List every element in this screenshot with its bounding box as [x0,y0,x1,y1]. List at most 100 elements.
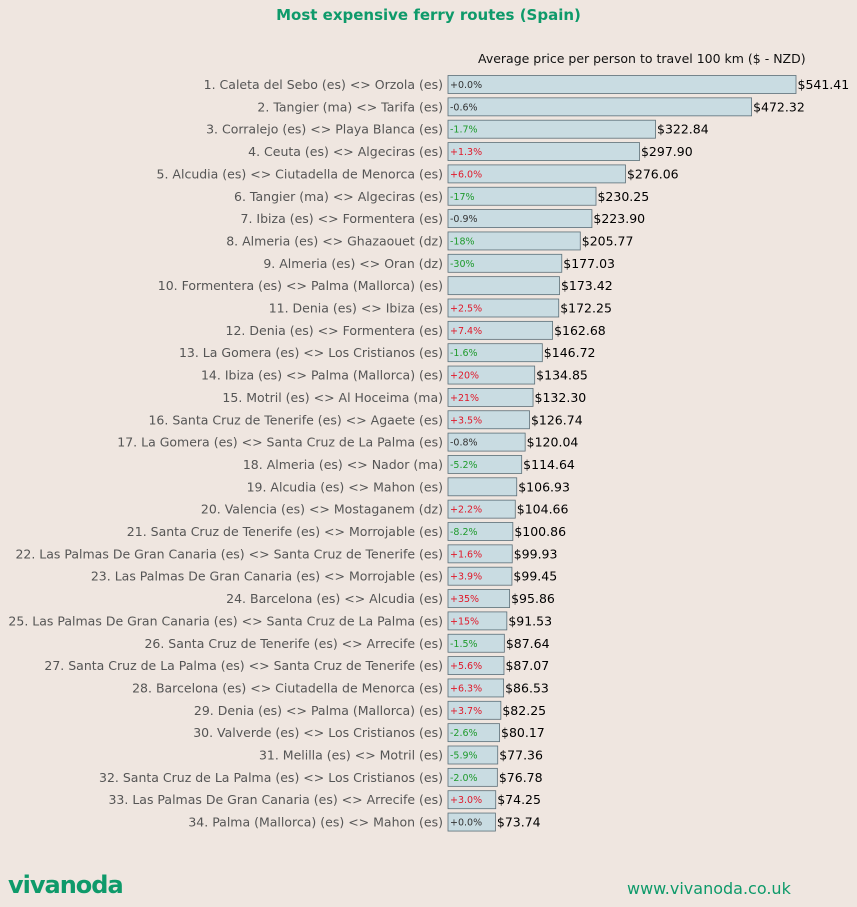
route-label: 19. Alcudia (es) <> Mahon (es) [247,479,443,494]
price-change-label: +21% [450,393,479,404]
route-label: 14. Ibiza (es) <> Palma (Mallorca) (es) [201,368,443,383]
price-change-label: -17% [450,192,475,203]
route-label: 3. Corralejo (es) <> Playa Blanca (es) [206,122,443,137]
price-change-label: -5.9% [450,751,478,762]
vivanoda-logo: vivanoda [8,871,124,899]
price-bar [447,298,560,318]
price-change-label: -2.6% [450,728,478,739]
price-change-label: -0.8% [450,438,478,449]
price-change-label: +2.2% [450,505,482,516]
chart-title: Most expensive ferry routes (Spain) [276,6,581,24]
price-value-label: $322.84 [657,122,709,137]
price-bar [447,343,543,363]
price-bar [447,432,526,452]
route-label: 27. Santa Cruz de La Palma (es) <> Santa… [44,658,443,673]
price-bar [447,410,530,430]
price-value-label: $74.25 [497,792,541,807]
price-bar [447,723,500,743]
price-value-label: $77.36 [499,748,543,763]
price-value-label: $87.07 [505,658,549,673]
price-bar [447,633,505,653]
price-bar [447,678,505,698]
price-change-label: +15% [450,616,479,627]
route-label: 4. Ceuta (es) <> Algeciras (es) [248,144,443,159]
route-label: 34. Palma (Mallorca) (es) <> Mahon (es) [188,815,443,830]
price-bar [447,812,496,832]
price-bar [447,253,563,273]
price-change-label: +20% [450,371,479,382]
price-bar [447,589,511,608]
website-link[interactable]: www.vivanoda.co.uk [627,879,791,898]
price-value-label: $162.68 [554,323,606,338]
price-value-label: $541.41 [798,77,850,92]
price-value-label: $106.93 [518,479,570,494]
price-change-label: -1.7% [450,125,478,136]
route-label: 29. Denia (es) <> Palma (Mallorca) (es) [194,703,443,718]
route-label: 16. Santa Cruz de Tenerife (es) <> Agaet… [148,412,443,427]
price-value-label: $173.42 [561,278,613,293]
price-change-label: +2.5% [450,304,482,315]
price-value-label: $73.74 [497,815,541,830]
price-value-label: $99.93 [514,546,558,561]
route-label: 23. Las Palmas De Gran Canaria (es) <> M… [91,569,443,584]
price-change-label: +3.5% [450,415,482,426]
route-label: 21. Santa Cruz de Tenerife (es) <> Morro… [127,524,443,539]
price-change-label: +1.6% [450,549,482,560]
price-bar [447,75,797,94]
price-value-label: $172.25 [560,301,612,316]
route-label: 13. La Gomera (es) <> Los Cristianos (es… [179,345,443,360]
route-label: 9. Almeria (es) <> Oran (dz) [263,256,443,271]
price-value-label: $276.06 [627,166,679,181]
price-value-label: $104.66 [517,502,569,517]
route-label: 26. Santa Cruz de Tenerife (es) <> Arrec… [144,636,443,651]
price-change-label: +35% [450,594,479,605]
route-label: 24. Barcelona (es) <> Alcudia (es) [226,591,443,606]
price-bar [447,142,640,161]
price-bar [447,767,498,787]
price-bar [447,566,513,586]
price-value-label: $76.78 [499,770,543,785]
price-change-label: -8.2% [450,527,478,538]
price-value-label: $82.25 [502,703,546,718]
price-value-label: $177.03 [563,256,615,271]
price-change-label: -2.0% [450,773,478,784]
price-change-label: -30% [450,259,475,270]
price-value-label: $146.72 [544,345,596,360]
price-bar [447,477,518,497]
route-label: 12. Denia (es) <> Formentera (es) [226,323,443,338]
price-bar [447,119,656,139]
price-change-label: +3.0% [450,795,482,806]
price-bar [447,209,593,229]
price-bar [447,164,626,184]
price-value-label: $80.17 [501,725,545,740]
price-change-label: -18% [450,236,475,247]
route-label: 10. Formentera (es) <> Palma (Mallorca) … [158,278,443,293]
price-value-label: $297.90 [641,144,693,159]
route-label: 7. Ibiza (es) <> Formentera (es) [241,211,443,226]
price-bar [447,700,502,720]
route-label: 31. Melilla (es) <> Motril (es) [259,748,443,763]
price-value-label: $472.32 [753,99,805,114]
price-bar [447,276,560,296]
price-bar [447,499,516,519]
route-label: 11. Denia (es) <> Ibiza (es) [269,301,443,316]
price-bar [447,365,536,385]
price-value-label: $100.86 [514,524,566,539]
price-change-label: -0.9% [450,214,478,225]
price-value-label: $230.25 [597,189,649,204]
price-value-label: $205.77 [582,233,634,248]
price-change-label: +3.9% [450,572,482,583]
price-value-label: $126.74 [531,412,583,427]
route-label: 15. Motril (es) <> Al Hoceima (ma) [222,390,443,405]
price-bar [447,320,553,340]
price-change-label: +0.0% [450,818,482,829]
price-change-label: +1.3% [450,147,482,158]
price-bar [447,231,581,251]
route-label: 8. Almeria (es) <> Ghazaouet (dz) [226,233,443,248]
bar-chart: 1. Caleta del Sebo (es) <> Orzola (es) +0… [8,75,850,832]
price-value-label: $120.04 [527,435,579,450]
price-bar [447,656,505,675]
price-change-label: -1.5% [450,639,478,650]
route-label: 5. Alcudia (es) <> Ciutadella de Menorca… [157,166,443,181]
route-label: 2. Tangier (ma) <> Tarifa (es) [257,99,443,114]
